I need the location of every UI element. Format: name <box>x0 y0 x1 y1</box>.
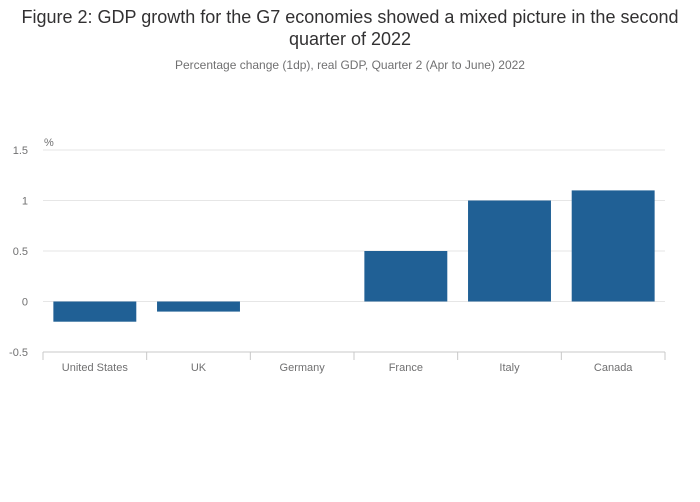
bars <box>53 190 655 322</box>
x-category-label: Germany <box>280 362 326 374</box>
y-tick-label: 1 <box>22 196 28 208</box>
y-axis-unit-label: % <box>44 137 54 149</box>
bar-united-states <box>53 301 137 322</box>
x-category-label: Canada <box>594 362 633 374</box>
grid-lines <box>43 149 665 302</box>
x-category-label: United States <box>62 362 129 374</box>
x-category-label: UK <box>191 362 207 374</box>
y-tick-label: 0.5 <box>13 246 28 258</box>
chart-title: Figure 2: GDP growth for the G7 economie… <box>21 7 679 49</box>
y-tick-label: -0.5 <box>9 347 28 359</box>
y-tick-label: 1.5 <box>13 145 28 157</box>
chart-subtitle: Percentage change (1dp), real GDP, Quart… <box>175 58 525 72</box>
bar-canada <box>571 190 655 302</box>
x-axis: United States UK Germany France Italy Canada <box>42 351 666 374</box>
y-axis-ticks: 1.5 1 0.5 0 -0.5 <box>9 145 28 359</box>
x-category-label: Italy <box>499 362 520 374</box>
bar-france <box>364 251 448 302</box>
x-category-label: France <box>389 362 423 374</box>
bar-uk <box>157 301 240 312</box>
bar-italy <box>468 200 551 302</box>
y-tick-label: 0 <box>22 297 28 309</box>
